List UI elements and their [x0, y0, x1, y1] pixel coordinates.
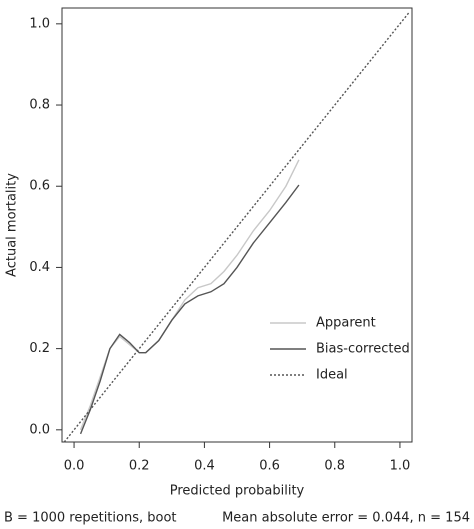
plot-frame: [61, 7, 413, 443]
footer-note: Mean absolute error = 0.044, n = 154: [222, 511, 470, 526]
series-line: [63, 11, 411, 443]
legend-label: Ideal: [316, 368, 348, 383]
x-tick-label: 1.0: [390, 459, 411, 474]
series-line: [79, 159, 300, 431]
y-tick-label: 0.6: [29, 179, 50, 194]
y-tick-label: 0.2: [29, 341, 50, 356]
y-tick-label: 0.4: [29, 260, 50, 275]
x-tick-label: 0.4: [194, 459, 215, 474]
x-tick-label: 0.0: [64, 459, 85, 474]
x-axis-label: Predicted probability: [170, 484, 305, 499]
series-line: [79, 184, 300, 435]
x-tick-label: 0.6: [259, 459, 280, 474]
y-tick-label: 0.8: [29, 98, 50, 113]
legend-label: Bias-corrected: [316, 342, 410, 357]
y-axis-label: Actual mortality: [5, 173, 20, 277]
x-tick-label: 0.2: [129, 459, 150, 474]
y-tick-label: 1.0: [29, 16, 50, 31]
legend-label: Apparent: [316, 316, 376, 331]
footer-note: B = 1000 repetitions, boot: [4, 511, 177, 526]
y-tick-label: 0.0: [29, 422, 50, 437]
x-tick-label: 0.8: [324, 459, 345, 474]
